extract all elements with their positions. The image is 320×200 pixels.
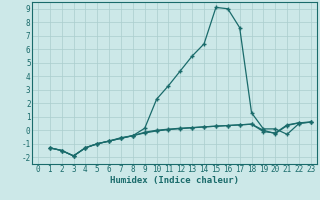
X-axis label: Humidex (Indice chaleur): Humidex (Indice chaleur): [110, 176, 239, 185]
